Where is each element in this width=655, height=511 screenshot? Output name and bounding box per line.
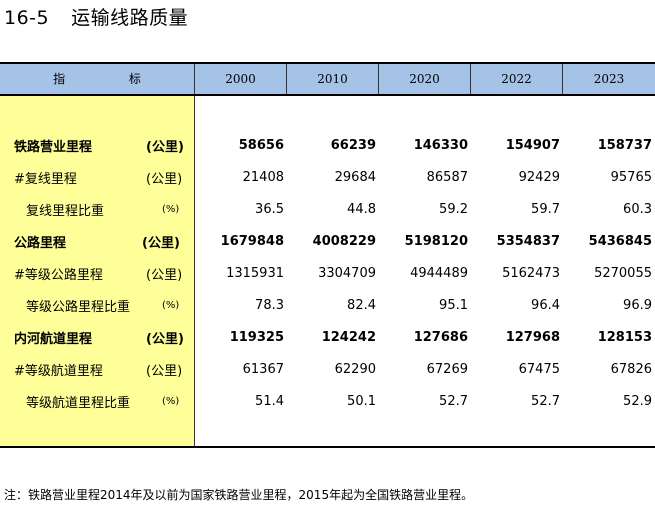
row-value: 128153	[597, 329, 652, 345]
row-value: 67475	[518, 361, 560, 377]
row-value: 127968	[505, 329, 560, 345]
row-label: #等级航道里程	[14, 363, 103, 379]
row-unit: (公里)	[146, 267, 183, 283]
table-note: 注：铁路营业里程2014年及以前为国家铁路营业里程，2015年起为全国铁路营业里…	[4, 488, 474, 502]
row-value: 59.7	[531, 201, 560, 217]
row-value: 4944489	[410, 265, 468, 281]
row-value: 52.7	[531, 393, 560, 409]
row-unit: (公里)	[142, 235, 180, 251]
table-row: 内河航道里程 (公里) 119325 124242 127686 127968 …	[0, 321, 655, 353]
table-row: #等级公路里程 (公里) 1315931 3304709 4944489 516…	[0, 257, 655, 289]
row-value: 67826	[610, 361, 652, 377]
table-row: 公路里程 (公里) 1679848 4008229 5198120 535483…	[0, 225, 655, 257]
row-value: 66239	[330, 137, 376, 153]
row-unit: (公里)	[146, 363, 183, 379]
row-value: 96.4	[531, 297, 560, 313]
row-value: 119325	[229, 329, 284, 345]
header-year: 2020	[379, 64, 471, 94]
row-value: 5354837	[496, 233, 560, 249]
row-value: 95765	[610, 169, 652, 185]
row-value: 86587	[426, 169, 468, 185]
row-value: 3304709	[318, 265, 376, 281]
row-value: 5198120	[404, 233, 468, 249]
row-label: 内河航道里程	[14, 331, 93, 347]
row-label: 公路里程	[14, 235, 67, 251]
row-value: 36.5	[255, 201, 284, 217]
table-row: 等级航道里程比重 (%) 51.4 50.1 52.7 52.7 52.9	[0, 385, 655, 417]
row-value: 1679848	[220, 233, 284, 249]
row-unit: (公里)	[146, 331, 184, 347]
row-value: 5436845	[588, 233, 652, 249]
header-year: 2023	[593, 72, 625, 86]
row-value: 52.7	[439, 393, 468, 409]
header-year: 2000	[195, 64, 287, 94]
row-value: 1315931	[226, 265, 284, 281]
row-value: 5270055	[594, 265, 652, 281]
indicator-column	[0, 96, 195, 446]
header-year: 2022	[471, 64, 563, 94]
header-top-rule	[0, 62, 655, 64]
row-value: 60.3	[623, 201, 652, 217]
row-value: 5162473	[502, 265, 560, 281]
row-value: 92429	[518, 169, 560, 185]
header-year: 2010	[287, 64, 379, 94]
row-value: 50.1	[347, 393, 376, 409]
row-value: 52.9	[623, 393, 652, 409]
table-row: 铁路营业里程 (公里) 58656 66239 146330 154907 15…	[0, 129, 655, 161]
header-bottom-rule	[0, 94, 655, 96]
table-row: #等级航道里程 (公里) 61367 62290 67269 67475 678…	[0, 353, 655, 385]
row-value: 51.4	[255, 393, 284, 409]
table-row: 复线里程比重 (%) 36.5 44.8 59.2 59.7 60.3	[0, 193, 655, 225]
row-value: 154907	[505, 137, 560, 153]
table-body: 铁路营业里程 (公里) 58656 66239 146330 154907 15…	[0, 96, 655, 446]
row-value: 78.3	[255, 297, 284, 313]
row-value: 4008229	[312, 233, 376, 249]
row-label: 复线里程比重	[26, 203, 105, 219]
row-value: 82.4	[347, 297, 376, 313]
row-value: 58656	[238, 137, 284, 153]
row-unit: (%)	[162, 395, 180, 407]
row-value: 124242	[321, 329, 376, 345]
page-title: 16-5 运输线路质量	[4, 6, 188, 30]
row-value: 67269	[426, 361, 468, 377]
header-indicator: 指 标	[0, 64, 195, 94]
row-label: #复线里程	[14, 171, 77, 187]
row-unit: (%)	[162, 203, 180, 215]
row-unit: (%)	[162, 299, 180, 311]
row-value: 158737	[597, 137, 652, 153]
table-bottom-rule	[0, 446, 655, 448]
table-number: 16-5	[4, 7, 50, 29]
row-value: 29684	[334, 169, 376, 185]
row-label: 等级航道里程比重	[26, 395, 131, 411]
row-value: 96.9	[623, 297, 652, 313]
row-unit: (公里)	[146, 139, 184, 155]
header-indicator-char: 标	[128, 72, 141, 86]
row-label: 铁路营业里程	[14, 139, 93, 155]
row-label: #等级公路里程	[14, 267, 103, 283]
table-header: 指 标 2000 2010 2020 2022 2023	[0, 64, 655, 94]
row-value: 61367	[242, 361, 284, 377]
table-title: 运输线路质量	[71, 7, 189, 29]
header-indicator-char: 指	[53, 72, 66, 86]
row-label: 等级公路里程比重	[26, 299, 131, 315]
row-unit: (公里)	[146, 171, 183, 187]
row-value: 59.2	[439, 201, 468, 217]
row-value: 146330	[413, 137, 468, 153]
table-row: 等级公路里程比重 (%) 78.3 82.4 95.1 96.4 96.9	[0, 289, 655, 321]
row-value: 95.1	[439, 297, 468, 313]
row-value: 62290	[334, 361, 376, 377]
row-value: 44.8	[347, 201, 376, 217]
row-value: 21408	[242, 169, 284, 185]
row-value: 127686	[413, 329, 468, 345]
table-row: #复线里程 (公里) 21408 29684 86587 92429 95765	[0, 161, 655, 193]
